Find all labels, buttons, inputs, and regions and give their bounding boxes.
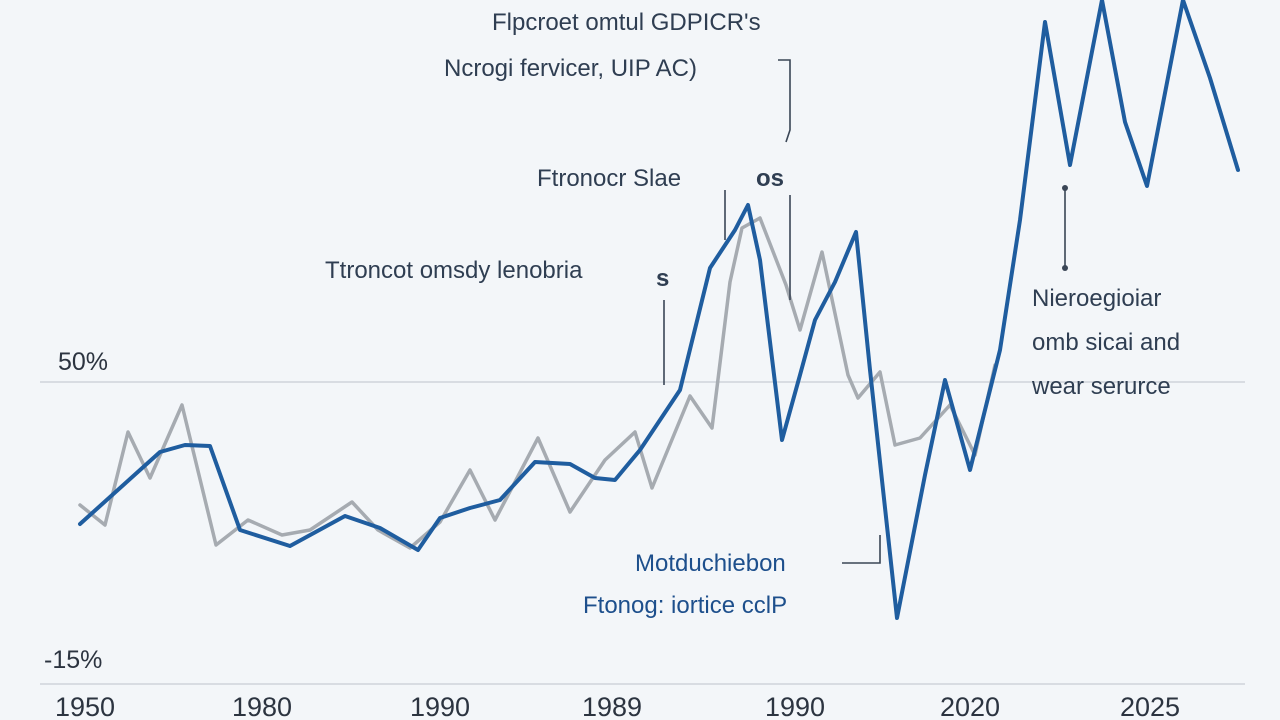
annotation-label: wear serurce xyxy=(1031,373,1171,400)
annotation-label: Ncrogi fervicer, UIP AC) xyxy=(444,55,697,82)
annotation-dot xyxy=(1062,265,1068,271)
annotation-label: Ftronocr Slae xyxy=(537,165,681,192)
annotation-label: Nieroegioiar xyxy=(1032,285,1161,312)
x-tick-label: 2020 xyxy=(940,692,1000,720)
y-tick-label: -15% xyxy=(44,646,102,674)
annotation-label: Ftonog: iortice cclP xyxy=(583,592,787,619)
annotation-label: s xyxy=(656,265,669,292)
annotation-label: omb sicai and xyxy=(1032,329,1180,356)
annotation-label: Ttroncot omsdy lenobria xyxy=(325,257,583,284)
x-tick-label: 1989 xyxy=(582,692,642,720)
x-tick-label: 1990 xyxy=(765,692,825,720)
annotation-label: os xyxy=(756,165,784,192)
annotation-label: Flpcroet omtul GDPICR's xyxy=(492,9,761,36)
annotation-leader-line xyxy=(842,535,881,564)
annotation-dot xyxy=(1062,185,1068,191)
x-tick-label: 1990 xyxy=(410,692,470,720)
x-tick-label: 1950 xyxy=(55,692,115,720)
annotation-label: Motduchiebon xyxy=(635,550,786,577)
series-line-blue xyxy=(78,0,1240,620)
x-tick-label: 1980 xyxy=(232,692,292,720)
y-tick-label: 50% xyxy=(58,348,108,376)
x-tick-label: 2025 xyxy=(1120,692,1180,720)
series-line-gray xyxy=(78,216,997,550)
annotation-leader-line xyxy=(778,59,791,143)
